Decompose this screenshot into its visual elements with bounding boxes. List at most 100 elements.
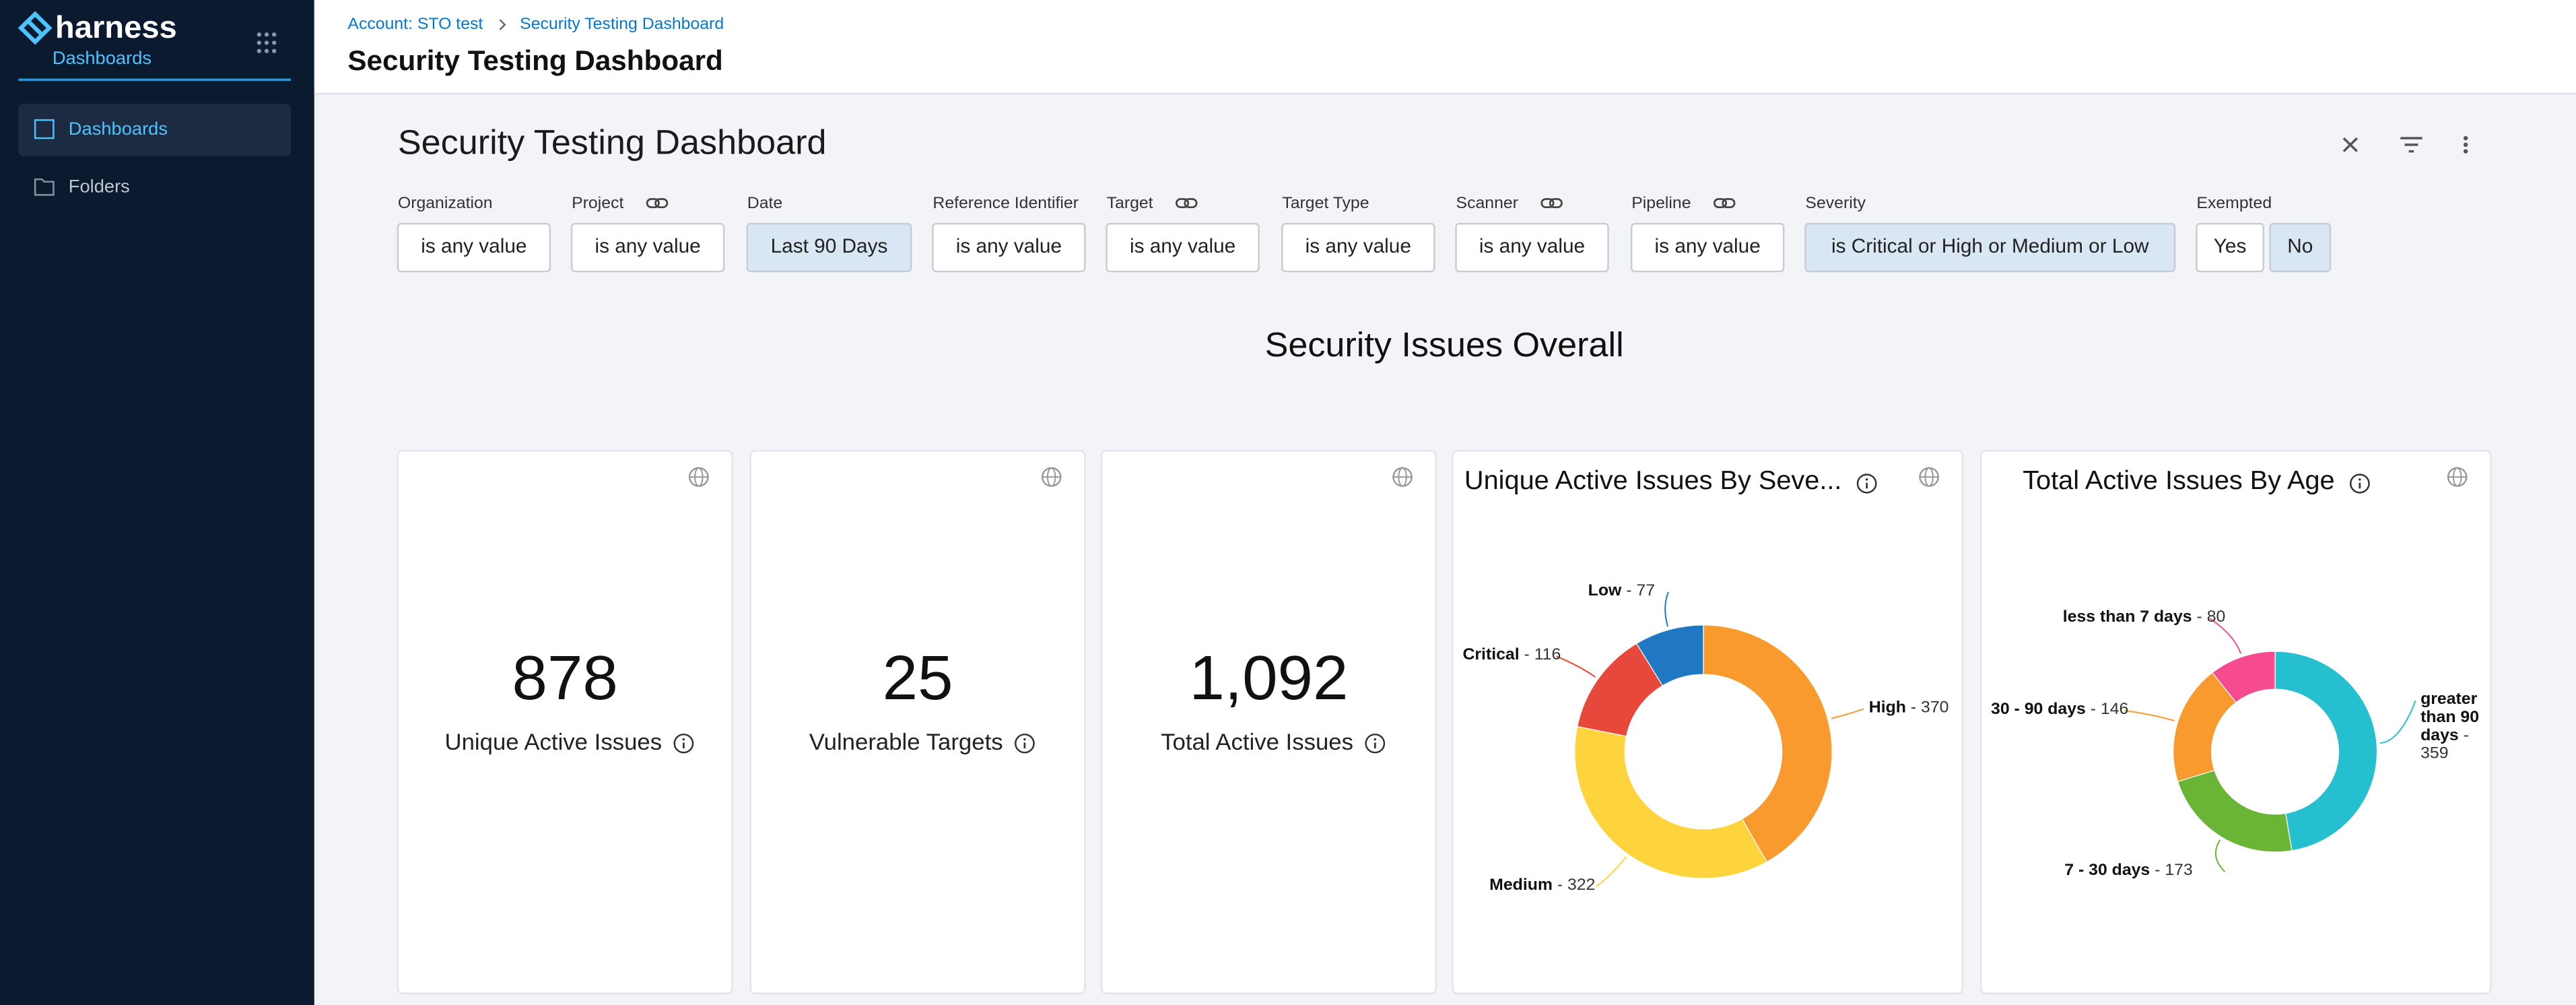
pie-category: greater than 90 days: [2420, 690, 2480, 746]
module-name: Dashboards: [53, 47, 151, 68]
filter-button[interactable]: [1281, 222, 1435, 273]
info-icon: [2349, 474, 2370, 494]
nav-item[interactable]: Folders: [69, 176, 130, 197]
link-icon: [1184, 198, 1198, 209]
info-icon-dot: [1023, 738, 1026, 741]
toggle-option-text[interactable]: Yes: [2214, 235, 2247, 257]
filter-button[interactable]: [932, 222, 1086, 273]
pie-category: less than 7 days: [2062, 608, 2192, 627]
filter-button[interactable]: [746, 222, 912, 273]
info-icon: [673, 734, 694, 754]
pie-label-text: greater than 90 days - 359: [2420, 690, 2480, 764]
link-icon: [1713, 198, 1728, 209]
filter-value[interactable]: Last 90 Days: [771, 235, 888, 257]
filter-label: Organization: [398, 194, 493, 212]
info-icon-dot: [2359, 478, 2361, 481]
link-icon: [1549, 198, 1563, 209]
filter-label: Reference Identifier: [933, 194, 1079, 212]
pie-category: 7 - 30 days: [2064, 862, 2150, 880]
tile-label: Unique Active Issues: [445, 730, 663, 755]
leader-line: [1664, 591, 1669, 627]
leader-line: [1831, 708, 1864, 719]
nav-item[interactable]: Dashboards: [69, 118, 168, 139]
link-icon: [1540, 198, 1555, 209]
tile-label: Vulnerable Targets: [809, 730, 1003, 755]
filter-button[interactable]: [570, 222, 725, 273]
filter-label: Scanner: [1456, 194, 1518, 212]
filter-value[interactable]: is any value: [1130, 235, 1235, 257]
filter-label: Severity: [1805, 194, 1866, 212]
nav-icon: [34, 178, 55, 196]
pie-label-text: 7 - 30 days - 173: [2064, 862, 2193, 880]
filter-value[interactable]: is any value: [1479, 235, 1585, 257]
card: [1100, 449, 1437, 995]
pie-value: 116: [1534, 646, 1561, 665]
dashboard-title: Security Testing Dashboard: [398, 123, 827, 162]
info-icon-dot: [1374, 738, 1377, 741]
pie-label: Medium - 322: [1489, 876, 1596, 895]
pie-label: High - 370: [1868, 699, 1949, 717]
filter-value[interactable]: is any value: [1306, 235, 1411, 257]
info-icon: [1856, 474, 1877, 494]
pie-label-text: 30 - 90 days - 146: [1991, 701, 2129, 719]
toggle-option-text[interactable]: No: [2287, 235, 2313, 257]
pie-value: 322: [1567, 876, 1596, 895]
toggle-option[interactable]: [2196, 222, 2264, 273]
close-button[interactable]: [2342, 137, 2358, 152]
pie-slice: [1703, 624, 1833, 863]
link-icon: [1722, 198, 1736, 209]
breadcrumb[interactable]: Security Testing Dashboard: [520, 15, 724, 33]
pie-slice: [1574, 725, 1767, 879]
chart-title: Unique Active Issues By Seve...: [1464, 465, 1842, 495]
pie-slice: [2177, 769, 2293, 853]
link-icon: [654, 198, 669, 209]
filter-value[interactable]: is any value: [1655, 235, 1761, 257]
filter-button[interactable]: [2400, 137, 2422, 153]
filter-value[interactable]: is any value: [956, 235, 1062, 257]
filter-label: Target: [1107, 194, 1153, 212]
apps-icon[interactable]: [257, 32, 277, 53]
pie-slice: [2274, 651, 2378, 851]
toolbar: [2342, 137, 2422, 153]
pie-slice: [1635, 624, 1704, 686]
pie-label: Low - 77: [1588, 582, 1656, 601]
card: [397, 449, 733, 995]
filter-button[interactable]: [1804, 222, 2176, 273]
more-button[interactable]: [2463, 135, 2468, 154]
sidebar: [0, 0, 314, 1005]
pie-label: less than 7 days - 80: [2062, 608, 2226, 627]
filter-value[interactable]: is Critical or High or Medium or Low: [1831, 235, 2149, 257]
filter-value[interactable]: is any value: [421, 235, 527, 257]
filter-label: Pipeline: [1631, 194, 1691, 212]
pie-slice: [2211, 651, 2276, 703]
pie-label-text: Low - 77: [1588, 582, 1656, 601]
filter-label: Project: [572, 194, 623, 212]
leader-line: [1556, 655, 1596, 678]
pie-label-text: less than 7 days - 80: [2062, 608, 2226, 627]
tile-value: 25: [883, 643, 953, 713]
info-icon-dot: [1865, 478, 1868, 481]
filter-button[interactable]: [1106, 222, 1260, 273]
pie-label-text: Medium - 322: [1489, 876, 1596, 895]
nav-icon: [34, 119, 55, 139]
filter-button[interactable]: [1455, 222, 1609, 273]
pie-label: 7 - 30 days - 173: [2064, 862, 2193, 880]
leader-line: [1596, 856, 1627, 887]
section-title: Security Issues Overall: [1265, 325, 1624, 364]
pie-label: greater than 90 days - 359: [2420, 690, 2480, 764]
link-icon: [1175, 198, 1190, 209]
info-icon-dot: [682, 738, 685, 741]
pie-category: High: [1868, 699, 1906, 717]
filter-value[interactable]: is any value: [595, 235, 700, 257]
breadcrumb[interactable]: Account: STO test: [347, 15, 483, 33]
pie-label-text: High - 370: [1868, 699, 1949, 717]
filter-button[interactable]: [397, 222, 551, 273]
filter-button[interactable]: [1630, 222, 1785, 273]
nav-item-active[interactable]: [18, 103, 292, 156]
toggle-option-selected[interactable]: [2269, 222, 2332, 273]
pie-category: Critical: [1462, 646, 1520, 665]
card: [749, 449, 1086, 995]
pie-category: 30 - 90 days: [1991, 701, 2086, 719]
filter-label: Exempted: [2196, 194, 2272, 212]
